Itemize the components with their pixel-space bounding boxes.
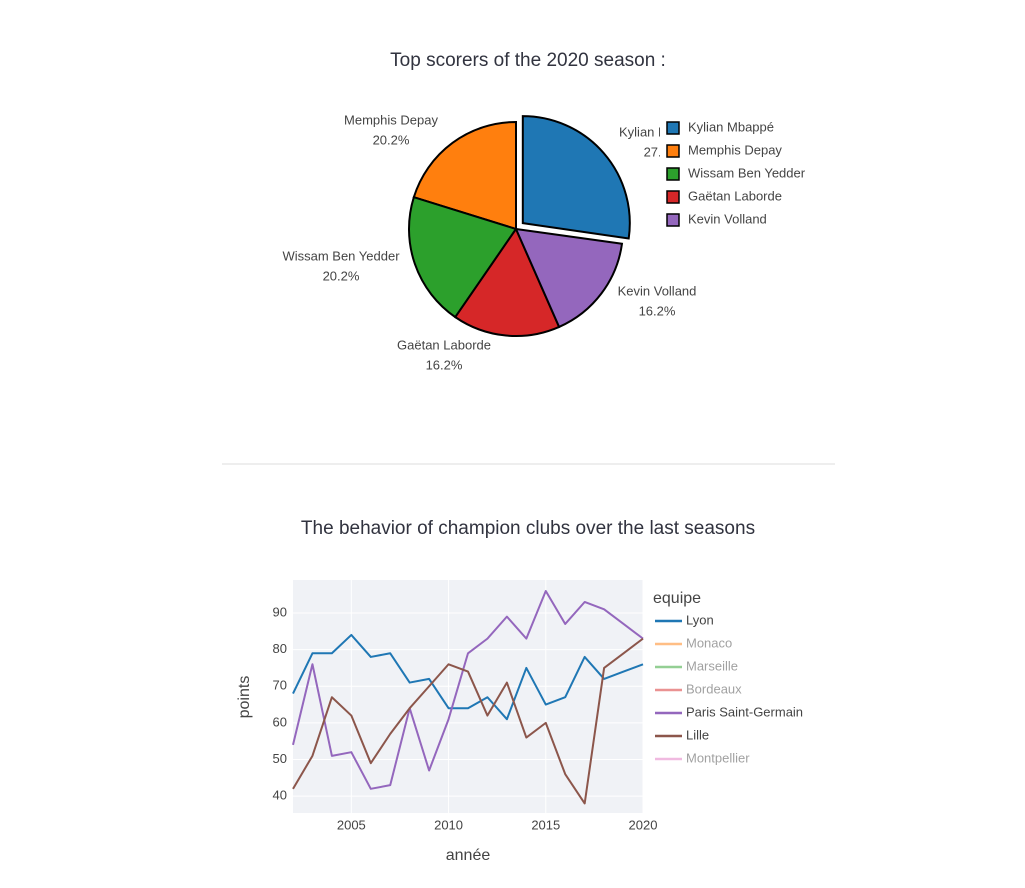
pie-slice xyxy=(412,120,517,231)
legend-swatch xyxy=(666,144,680,158)
slice-percent: 16.2% xyxy=(426,357,463,372)
legend-label: Bordeaux xyxy=(686,681,742,696)
slice-percent: 20.2% xyxy=(373,132,410,147)
pie-slice xyxy=(514,227,624,329)
pie-title: Top scorers of the 2020 season : xyxy=(390,50,666,71)
x-tick-label: 2015 xyxy=(531,817,560,832)
y-tick-label: 70 xyxy=(273,678,287,693)
legend-label: Memphis Depay xyxy=(688,142,782,157)
legend-swatch xyxy=(666,190,680,204)
legend-swatch xyxy=(666,213,680,227)
plot-area xyxy=(293,580,643,813)
y-tick-label: 50 xyxy=(273,751,287,766)
pie-slice xyxy=(453,226,561,337)
legend-label: Kevin Volland xyxy=(688,211,767,226)
x-tick-label: 2020 xyxy=(629,817,658,832)
legend-label: Lyon xyxy=(686,612,714,627)
pie-slice xyxy=(521,115,631,240)
series-line xyxy=(292,637,644,805)
slice-percent: 16.2% xyxy=(639,303,676,318)
legend-label: Gaëtan Laborde xyxy=(688,188,782,203)
legend-label: Marseille xyxy=(686,658,738,673)
legend-label: Monaco xyxy=(686,635,732,650)
legend-label: Kylian Mbappé xyxy=(688,119,774,134)
y-tick-label: 60 xyxy=(273,714,287,729)
slice-percent: 20.2% xyxy=(323,268,360,283)
slice-label: Wissam Ben Yedder xyxy=(282,248,400,263)
legend-label: Wissam Ben Yedder xyxy=(688,165,806,180)
legend-title: equipe xyxy=(653,590,701,607)
pie-slice xyxy=(408,195,518,319)
series-line xyxy=(292,589,644,790)
slice-label: Kevin Volland xyxy=(618,283,697,298)
x-axis-title: année xyxy=(446,847,491,864)
slice-label: Memphis Depay xyxy=(344,112,438,127)
legend-swatch xyxy=(666,121,680,135)
x-tick-label: 2005 xyxy=(337,817,366,832)
line-title: The behavior of champion clubs over the … xyxy=(301,518,755,539)
y-tick-label: 80 xyxy=(273,641,287,656)
legend-label: Montpellier xyxy=(686,750,750,765)
x-tick-label: 2010 xyxy=(434,817,463,832)
series-line xyxy=(292,633,644,721)
y-tick-label: 90 xyxy=(273,604,287,619)
legend-swatch xyxy=(666,167,680,181)
legend-bg xyxy=(660,115,820,233)
y-axis-title: points xyxy=(236,676,253,719)
legend-label: Lille xyxy=(686,727,709,742)
y-tick-label: 40 xyxy=(273,788,287,803)
legend-label: Paris Saint-Germain xyxy=(686,704,803,719)
slice-label: Gaëtan Laborde xyxy=(397,337,491,352)
